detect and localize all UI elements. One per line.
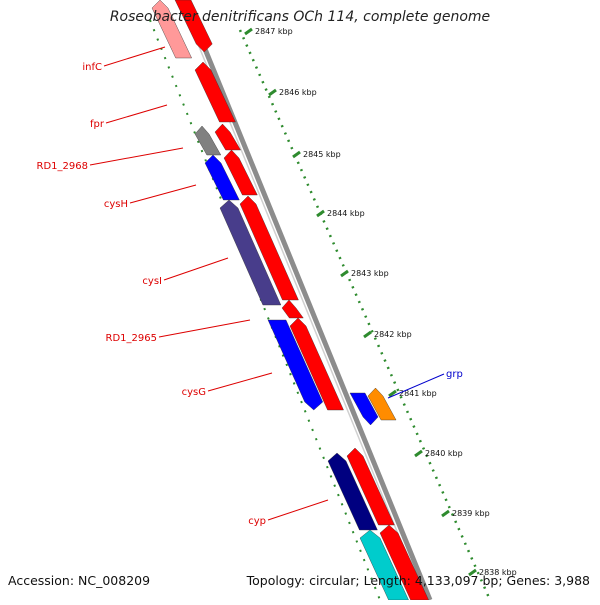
ruler-tick: [268, 88, 277, 97]
callout-line: [207, 372, 273, 392]
gene-label: cysI: [142, 276, 162, 287]
ruler-tick-label: 2843 kbp: [351, 269, 389, 278]
gene-pink: [151, 0, 192, 59]
ruler-tick-label: 2839 kbp: [452, 509, 490, 518]
gene-cyp-partner: [346, 447, 395, 526]
topology-text: Topology: circular; Length: 4,133,097 bp…: [246, 573, 590, 588]
callout-line: [163, 257, 229, 281]
gene-label: cysG: [182, 387, 206, 398]
ruler-tick: [316, 209, 325, 218]
gene-features: [151, 0, 429, 601]
ruler-tick-label: 2844 kbp: [327, 209, 365, 218]
gene-label: infC: [82, 62, 102, 73]
gene-blue-small: [349, 392, 379, 426]
callout-line: [89, 147, 184, 166]
callout-line: [267, 499, 329, 521]
ruler-ticks: 2847 kbp 2846 kbp 2845 kbp 2844 kbp 2843 kbp…: [244, 27, 517, 577]
gene-cysH: [204, 154, 240, 201]
gene-red-block: [223, 149, 258, 196]
ruler-tick-label: 2840 kbp: [425, 449, 463, 458]
gene-label: RD1_2968: [37, 161, 88, 172]
gene-rd1-2968-partner: [214, 123, 241, 151]
callout-line: [158, 319, 251, 338]
backbone-line: [182, 0, 433, 601]
ruler-tick: [292, 150, 301, 159]
inner-dotted-line: [149, 19, 381, 601]
ruler-tick-label: 2838 kbp: [479, 568, 517, 577]
gene-label: cysH: [104, 199, 128, 210]
ruler-tick-label: 2845 kbp: [303, 150, 341, 159]
ruler-tick-label: 2842 kbp: [374, 330, 412, 339]
ruler-tick: [388, 389, 397, 398]
gene-cysG: [267, 319, 323, 411]
ruler-tick-label: 2841 kbp: [399, 389, 437, 398]
gene-cysI: [219, 199, 282, 306]
gene-fpr: [194, 61, 236, 123]
gene-label: RD1_2965: [106, 333, 157, 344]
callout-line: [129, 184, 197, 204]
gene-infC: [174, 0, 213, 53]
ruler-tick: [468, 568, 477, 577]
callout-line: [105, 104, 168, 124]
ruler-tick: [340, 269, 349, 278]
gene-cyp: [327, 452, 378, 531]
callout-line-grp: [387, 373, 445, 399]
ruler-tick: [414, 449, 423, 458]
gene-grp: [367, 387, 397, 421]
accession-text: Accession: NC_008209: [8, 573, 151, 588]
ruler-tick-label: 2846 kbp: [279, 88, 317, 97]
gene-label: fpr: [90, 119, 105, 130]
gene-cysG-partner: [289, 317, 344, 411]
ruler-tick: [441, 509, 450, 518]
gene-cysI-partner: [239, 195, 299, 301]
ruler-tick-label: 2847 kbp: [255, 27, 293, 36]
ruler-tick: [363, 330, 372, 339]
callout-line: [103, 46, 166, 67]
gene-callouts: infC fpr RD1_2968 cysH cysI RD1_2965 cysG cyp gr…: [37, 46, 463, 527]
map-title: Roseobacter denitrificans OCh 114, compl…: [109, 9, 491, 25]
gene-small-red: [281, 299, 304, 319]
gene-label: cyp: [248, 516, 266, 527]
gene-label-grp: grp: [446, 369, 463, 380]
gene-gray: [194, 125, 222, 156]
ruler-tick: [244, 27, 253, 36]
